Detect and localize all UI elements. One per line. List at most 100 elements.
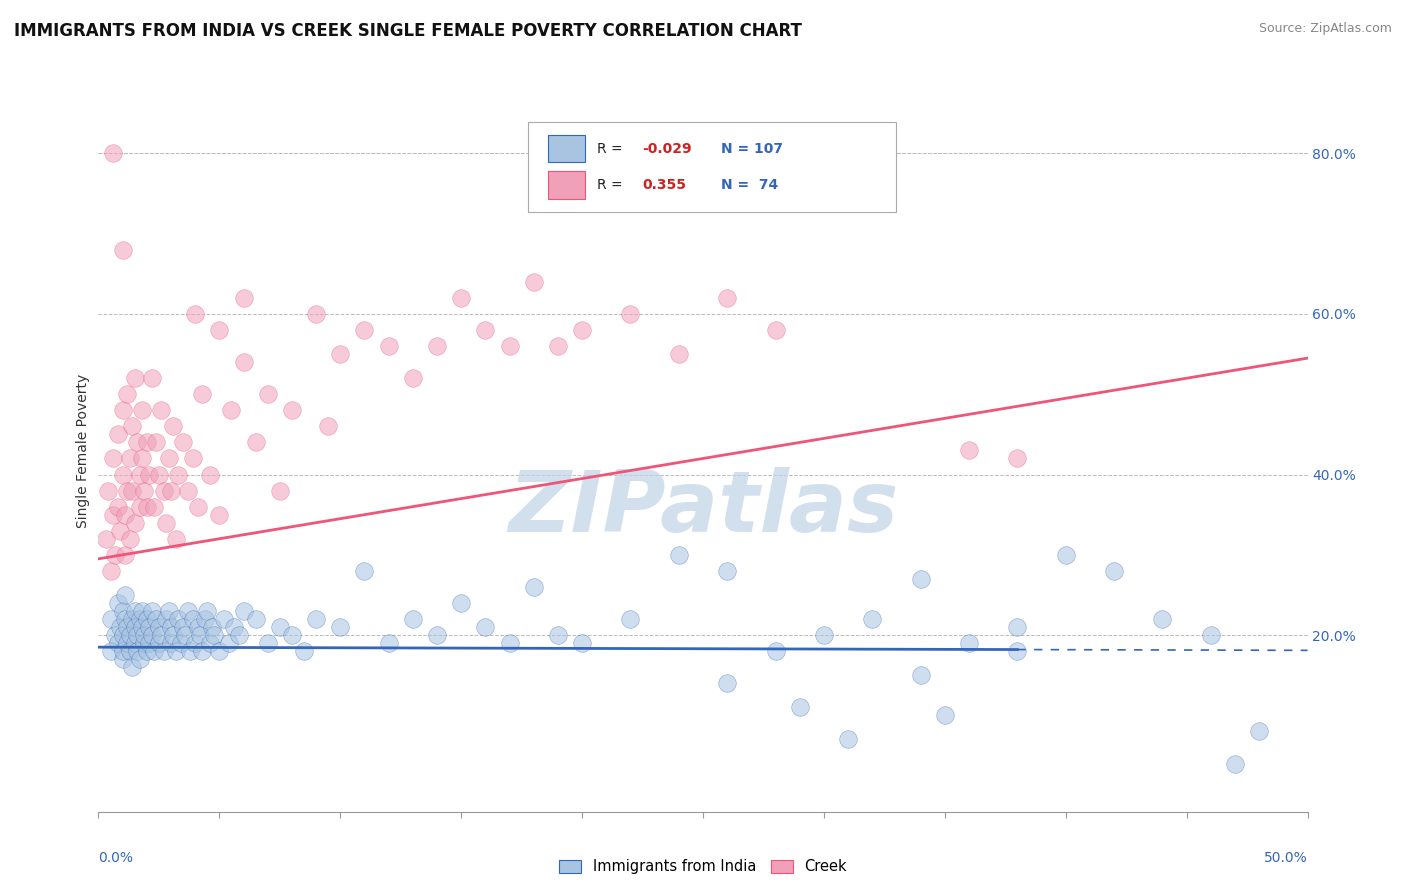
Point: [117, 620, 139, 634]
Point: [232, 355, 254, 369]
Point: [619, 612, 641, 626]
Point: [837, 732, 859, 747]
Point: [124, 636, 146, 650]
Point: [131, 403, 153, 417]
Point: [101, 146, 124, 161]
Text: R =: R =: [596, 142, 627, 155]
Point: [104, 548, 127, 562]
Point: [111, 243, 134, 257]
Point: [152, 483, 174, 498]
Point: [111, 467, 134, 482]
Point: [108, 620, 131, 634]
Point: [148, 620, 170, 634]
Point: [269, 620, 291, 634]
Point: [187, 500, 209, 514]
Point: [165, 644, 187, 658]
Point: [228, 628, 250, 642]
Point: [145, 612, 167, 626]
Point: [188, 628, 211, 642]
Point: [128, 612, 150, 626]
Point: [141, 371, 163, 385]
Point: [450, 291, 472, 305]
Text: N =  74: N = 74: [721, 178, 779, 192]
Point: [138, 636, 160, 650]
Point: [547, 628, 569, 642]
Point: [256, 636, 278, 650]
Point: [474, 620, 496, 634]
Point: [269, 483, 291, 498]
Point: [104, 628, 127, 642]
Point: [157, 604, 180, 618]
Point: [111, 604, 134, 618]
Point: [128, 652, 150, 666]
Point: [94, 532, 117, 546]
Point: [198, 467, 221, 482]
Point: [934, 708, 956, 723]
Point: [1152, 612, 1174, 626]
Point: [498, 636, 520, 650]
Point: [117, 636, 139, 650]
Point: [1007, 644, 1029, 658]
Point: [134, 483, 156, 498]
Point: [114, 612, 136, 626]
Point: [860, 612, 883, 626]
Point: [131, 620, 153, 634]
Point: [305, 612, 328, 626]
Point: [131, 604, 153, 618]
Point: [191, 387, 214, 401]
Point: [184, 636, 207, 650]
Bar: [548, 135, 585, 162]
Point: [143, 500, 166, 514]
Point: [124, 371, 146, 385]
Text: 0.355: 0.355: [643, 178, 686, 192]
Point: [571, 636, 593, 650]
Point: [450, 596, 472, 610]
Point: [135, 500, 157, 514]
Point: [571, 323, 593, 337]
Point: [402, 612, 425, 626]
Point: [124, 604, 146, 618]
Point: [232, 291, 254, 305]
Point: [498, 339, 520, 353]
Point: [1102, 564, 1125, 578]
Point: [150, 628, 173, 642]
Point: [547, 339, 569, 353]
Point: [187, 620, 209, 634]
Point: [135, 644, 157, 658]
Point: [114, 548, 136, 562]
Point: [165, 532, 187, 546]
FancyBboxPatch shape: [527, 121, 897, 212]
Point: [111, 628, 134, 642]
Point: [292, 644, 315, 658]
Point: [353, 564, 375, 578]
Point: [124, 620, 146, 634]
Text: 50.0%: 50.0%: [1264, 852, 1308, 865]
Point: [128, 500, 150, 514]
Point: [167, 467, 190, 482]
Text: Source: ZipAtlas.com: Source: ZipAtlas.com: [1258, 22, 1392, 36]
Point: [172, 620, 194, 634]
Point: [765, 323, 787, 337]
Text: 0.0%: 0.0%: [98, 852, 134, 865]
Point: [121, 660, 143, 674]
Point: [150, 403, 173, 417]
Point: [523, 275, 546, 289]
Point: [181, 451, 204, 466]
Point: [377, 636, 399, 650]
Point: [668, 548, 690, 562]
Point: [204, 628, 226, 642]
Point: [118, 532, 141, 546]
Point: [426, 339, 449, 353]
Point: [107, 427, 129, 442]
Point: [107, 500, 129, 514]
Point: [143, 644, 166, 658]
Point: [127, 644, 149, 658]
Point: [118, 628, 141, 642]
Point: [160, 620, 183, 634]
Point: [195, 604, 218, 618]
Point: [813, 628, 835, 642]
Point: [111, 644, 134, 658]
Point: [212, 612, 235, 626]
Point: [377, 339, 399, 353]
Text: IMMIGRANTS FROM INDIA VS CREEK SINGLE FEMALE POVERTY CORRELATION CHART: IMMIGRANTS FROM INDIA VS CREEK SINGLE FE…: [14, 22, 801, 40]
